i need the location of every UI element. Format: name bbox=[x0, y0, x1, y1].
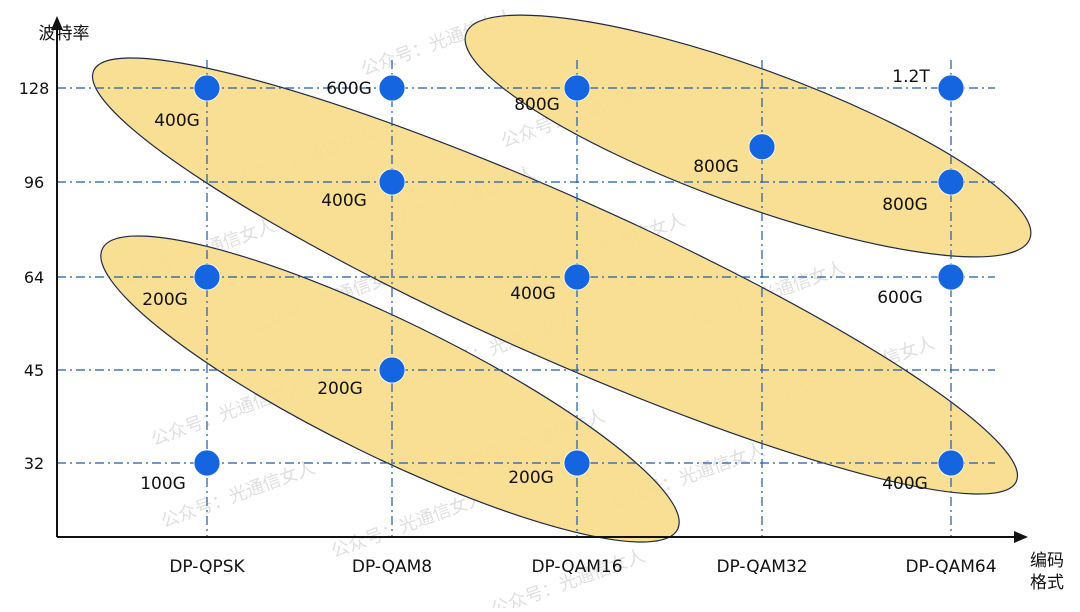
data-label: 400G bbox=[510, 284, 556, 304]
data-label: 800G bbox=[882, 195, 928, 215]
data-points bbox=[193, 74, 965, 477]
y-tick-label: 64 bbox=[24, 268, 44, 287]
data-point bbox=[193, 74, 221, 102]
data-label: 800G bbox=[514, 95, 560, 115]
y-tick-label: 45 bbox=[24, 361, 44, 380]
x-axis-arrow bbox=[1014, 531, 1028, 543]
x-tick-label: DP-QAM8 bbox=[352, 557, 432, 577]
data-point bbox=[937, 168, 965, 196]
y-tick-label: 128 bbox=[19, 79, 50, 98]
data-point bbox=[378, 74, 406, 102]
y-tick-label: 96 bbox=[24, 173, 44, 192]
ellipse-group-400g bbox=[91, 57, 1019, 495]
watermark-text: 公众号：光通信女人 bbox=[158, 457, 317, 532]
data-point bbox=[563, 74, 591, 102]
y-axis-arrow bbox=[51, 16, 63, 30]
data-labels: 400G 200G 100G 600G 400G 200G 800G 400G 200G 800G… bbox=[140, 67, 930, 494]
data-label: 200G bbox=[142, 290, 188, 310]
data-label: 100G bbox=[140, 474, 186, 494]
x-axis-title-line2: 格式 bbox=[1030, 573, 1064, 593]
data-point bbox=[563, 263, 591, 291]
x-tick-label: DP-QAM64 bbox=[905, 557, 996, 577]
x-axis-title-line1: 编码 bbox=[1030, 551, 1064, 571]
ellipse-group-800g bbox=[464, 14, 1032, 258]
watermark-text: 公众号：光通信女人 bbox=[328, 487, 487, 562]
x-tick-label: DP-QAM32 bbox=[716, 557, 807, 577]
data-point bbox=[193, 263, 221, 291]
ellipse-group-200g bbox=[100, 235, 680, 543]
data-label: 400G bbox=[321, 191, 367, 211]
data-point bbox=[937, 263, 965, 291]
x-tick-label: DP-QAM16 bbox=[531, 557, 622, 577]
data-point bbox=[378, 168, 406, 196]
axes: 波特率 编码 格式 bbox=[39, 16, 1064, 593]
y-tick-label: 32 bbox=[24, 454, 44, 473]
data-point bbox=[193, 449, 221, 477]
tick-labels: 32 45 64 96 128 DP-QPSK DP-QAM8 DP-QAM16 DP-QAM3… bbox=[19, 79, 997, 577]
data-point bbox=[937, 74, 965, 102]
data-point bbox=[937, 449, 965, 477]
y-axis-title: 波特率 bbox=[39, 24, 90, 44]
data-point bbox=[748, 133, 776, 161]
data-label: 200G bbox=[317, 379, 363, 399]
data-point bbox=[378, 356, 406, 384]
data-label: 600G bbox=[877, 288, 923, 308]
data-point bbox=[563, 449, 591, 477]
data-label: 400G bbox=[154, 111, 200, 131]
data-label: 600G bbox=[326, 79, 372, 99]
data-label: 800G bbox=[693, 157, 739, 177]
x-tick-label: DP-QPSK bbox=[169, 557, 245, 577]
group-ellipses bbox=[91, 14, 1032, 543]
data-label: 200G bbox=[508, 468, 554, 488]
data-label: 400G bbox=[882, 474, 928, 494]
data-label: 1.2T bbox=[892, 67, 930, 87]
